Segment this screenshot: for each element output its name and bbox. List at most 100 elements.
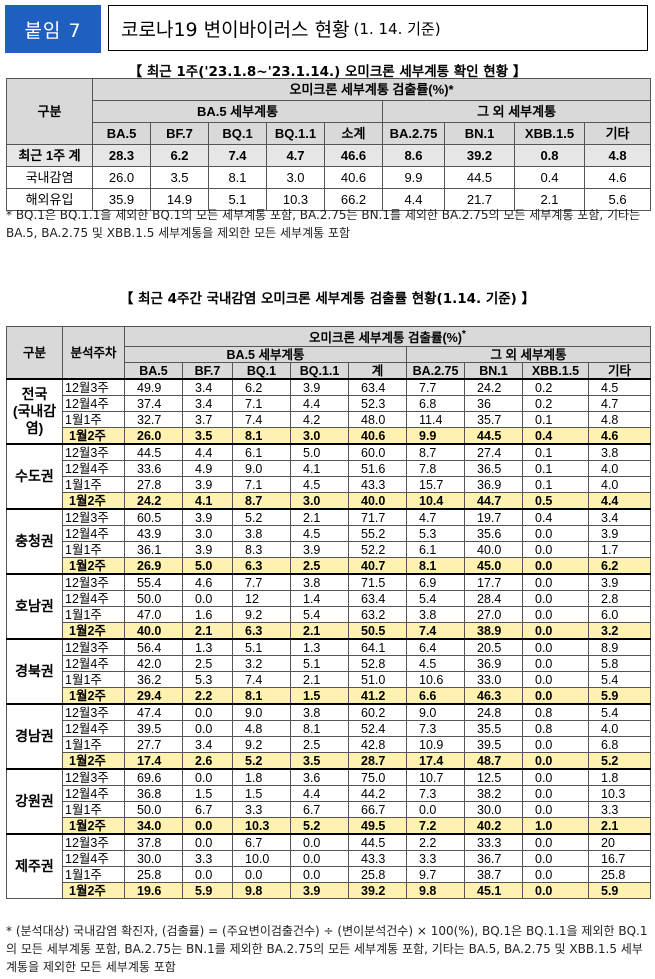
table2-cell: 40.0 xyxy=(348,492,407,510)
table1-col-header: BA.5 xyxy=(92,122,151,145)
table2-caption: 【 최근 4주간 국내감염 오미크론 세부계통 검출률 현황(1.14. 기준)… xyxy=(119,291,536,307)
table2-cell: 3.9 xyxy=(587,525,652,542)
week-label: 1월2주 xyxy=(62,687,125,705)
table2-cell: 6.7 xyxy=(182,801,233,818)
table2-cell: 71.7 xyxy=(348,508,407,526)
table2-row: 제주권 12월3주 37.8 0.0 6.7 0.0 44.5 2.2 33.3 0.0 20 xyxy=(6,833,652,899)
table2-cell: 2.5 xyxy=(290,736,349,753)
table2-cell: 1.6 xyxy=(182,606,233,623)
table2-cell: 51.6 xyxy=(348,460,407,477)
week-label: 1월2주 xyxy=(62,557,125,575)
table2-cell: 24.2 xyxy=(464,378,523,396)
table2-cell: 0.0 xyxy=(182,703,233,721)
table2-cell: 36.9 xyxy=(464,476,523,493)
region-name: 전국 (국내감염) xyxy=(6,378,63,445)
table2-cell: 0.0 xyxy=(522,850,589,867)
region-name: 호남권 xyxy=(6,573,63,640)
table2-cell: 0.0 xyxy=(522,768,589,786)
table2-cell: 52.3 xyxy=(348,395,407,412)
table2-cell: 5.3 xyxy=(182,671,233,688)
table2-cell: 0.0 xyxy=(522,622,589,640)
table2-cell: 19.7 xyxy=(464,508,523,526)
table2-row: 1월2주 17.4 2.6 5.2 3.5 28.7 17.4 48.7 0.0 5.2 xyxy=(7,752,652,770)
table1-ba5-header: BA.5 세부계통 xyxy=(92,100,383,123)
region-name: 경북권 xyxy=(6,638,63,705)
week-label: 12월3주 xyxy=(62,508,125,526)
table2-cell: 40.6 xyxy=(348,427,407,445)
table1-gubun-header: 구분 xyxy=(6,78,93,145)
week-label: 12월4주 xyxy=(62,525,125,542)
week-label: 1월2주 xyxy=(62,492,125,510)
table2-cell: 9.0 xyxy=(232,460,291,477)
table2-cell: 3.9 xyxy=(290,882,349,899)
table2-cell: 6.1 xyxy=(406,541,465,558)
table2-cell: 4.0 xyxy=(587,476,652,493)
week-label: 12월3주 xyxy=(62,768,125,786)
table2-cell: 32.7 xyxy=(124,411,183,428)
table2-cell: 44.2 xyxy=(348,785,407,802)
table2-cell: 39.5 xyxy=(124,720,183,737)
table2-cell: 42.0 xyxy=(124,655,183,672)
table2-cell: 0.0 xyxy=(522,866,589,883)
table2-cell: 2.1 xyxy=(587,817,652,835)
table2-cell: 10.9 xyxy=(406,736,465,753)
table1-cell: 3.0 xyxy=(266,166,325,189)
table2-cell: 3.9 xyxy=(182,541,233,558)
table2-cell: 5.0 xyxy=(290,443,349,461)
table2-cell: 19.6 xyxy=(124,882,183,899)
table2-cell: 4.1 xyxy=(290,460,349,477)
table2-cell: 3.4 xyxy=(587,508,652,526)
table2-cell: 0.4 xyxy=(522,427,589,445)
table2-cell: 6.6 xyxy=(406,687,465,705)
table2-col-header: BA.2.75 xyxy=(406,362,465,380)
table2-cell: 0.0 xyxy=(182,817,233,835)
table2-cell: 56.4 xyxy=(124,638,183,656)
week-label: 12월4주 xyxy=(62,590,125,607)
table2-cell: 0.2 xyxy=(522,378,589,396)
table2-cell: 4.2 xyxy=(290,411,349,428)
table2-cell: 35.5 xyxy=(464,720,523,737)
table2-cell: 69.6 xyxy=(124,768,183,786)
table2-cell: 26.9 xyxy=(124,557,183,575)
table2-row: 12월4주 42.0 2.5 3.2 5.1 52.8 4.5 36.9 0.0 5.8 xyxy=(7,655,652,672)
table2-cell: 4.9 xyxy=(182,460,233,477)
table2-cell: 3.6 xyxy=(290,768,349,786)
table2-cell: 3.9 xyxy=(587,573,652,591)
table2-cell: 11.4 xyxy=(406,411,465,428)
table2-cell: 25.8 xyxy=(124,866,183,883)
table2-row: 경남권 12월3주 47.4 0.0 9.0 3.8 60.2 9.0 24.8 0.8 5.4 xyxy=(6,703,652,770)
table1-row-label: 최근 1주 계 xyxy=(6,144,93,167)
table2-cell: 8.9 xyxy=(587,638,652,656)
table2-cell: 0.0 xyxy=(522,687,589,705)
table2-cell: 1.5 xyxy=(232,785,291,802)
table1-cell: 4.8 xyxy=(583,144,652,167)
table2-cell: 0.0 xyxy=(406,801,465,818)
table2-cell: 27.7 xyxy=(124,736,183,753)
table2-row: 12월4주 36.8 1.5 1.5 4.4 44.2 7.3 38.2 0.0 10.3 xyxy=(7,785,652,802)
table2-row: 호남권 12월3주 55.4 4.6 7.7 3.8 71.5 6.9 17.7 0.0 3.9 xyxy=(6,573,652,640)
table2-cell: 52.4 xyxy=(348,720,407,737)
table2-row: 1월1주 36.2 5.3 7.4 2.1 51.0 10.6 33.0 0.0 5.4 xyxy=(7,671,652,688)
table2-cell: 16.7 xyxy=(587,850,652,867)
table1-col-header: 기타 xyxy=(583,122,652,145)
table2-cell: 8.1 xyxy=(290,720,349,737)
table1-cell: 39.2 xyxy=(444,144,515,167)
table2-cell: 36.2 xyxy=(124,671,183,688)
table2-cell: 7.2 xyxy=(406,817,465,835)
table2-cell: 36.8 xyxy=(124,785,183,802)
table2-cell: 6.7 xyxy=(290,801,349,818)
table2-cell: 4.4 xyxy=(290,785,349,802)
table1-main-header: 오미크론 세부계통 검출률(%)* xyxy=(91,78,652,101)
table2-cell: 37.8 xyxy=(124,833,183,851)
table2-cell: 33.0 xyxy=(464,671,523,688)
table2-cell: 0.0 xyxy=(290,866,349,883)
table1-footnote: * BQ.1은 BQ.1.1을 제외한 BQ.1의 모든 세부계통 포함, BA… xyxy=(6,208,641,240)
table2-cell: 6.0 xyxy=(587,606,652,623)
table2-cell: 51.0 xyxy=(348,671,407,688)
region-name: 경남권 xyxy=(6,703,63,770)
table2-cell: 12 xyxy=(232,590,291,607)
table1-row-label: 국내감염 xyxy=(6,166,93,189)
table2-cell: 36.7 xyxy=(464,850,523,867)
table2-cell: 29.4 xyxy=(124,687,183,705)
table1-row: 국내감염 26.0 3.5 8.1 3.0 40.6 9.9 44.5 0.4 4.6 xyxy=(6,166,652,189)
